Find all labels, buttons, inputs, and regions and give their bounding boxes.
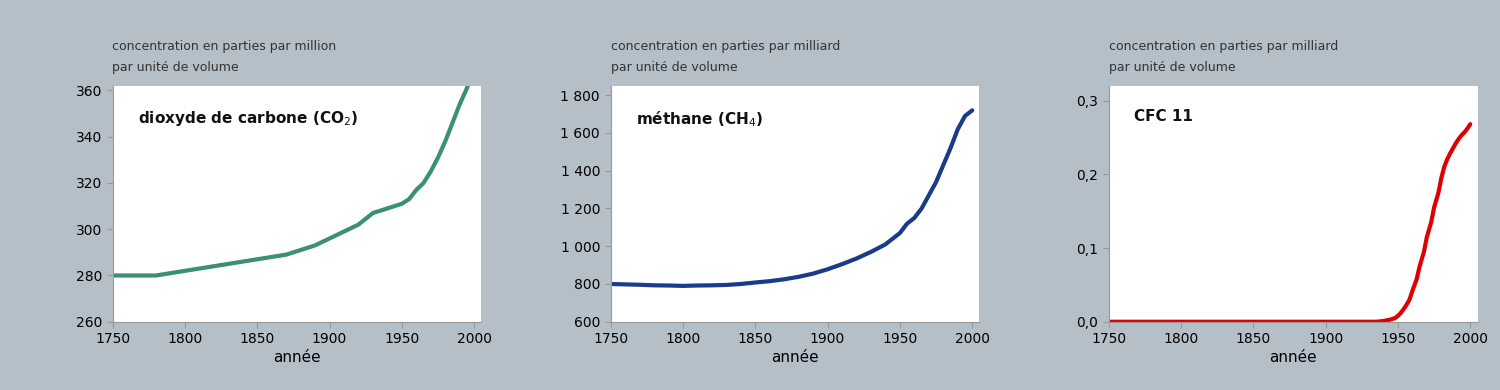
Text: par unité de volume: par unité de volume [1108, 61, 1234, 74]
X-axis label: année: année [273, 350, 321, 365]
Text: dioxyde de carbone (CO$_2$): dioxyde de carbone (CO$_2$) [138, 109, 358, 128]
Text: concentration en parties par milliard: concentration en parties par milliard [610, 40, 840, 53]
Text: concentration en parties par million: concentration en parties par million [112, 40, 336, 53]
X-axis label: année: année [771, 350, 819, 365]
X-axis label: année: année [1269, 350, 1317, 365]
Text: concentration en parties par milliard: concentration en parties par milliard [1108, 40, 1338, 53]
Text: par unité de volume: par unité de volume [112, 61, 238, 74]
Text: par unité de volume: par unité de volume [610, 61, 736, 74]
Text: méthane (CH$_4$): méthane (CH$_4$) [636, 109, 764, 129]
Text: CFC 11: CFC 11 [1134, 109, 1194, 124]
